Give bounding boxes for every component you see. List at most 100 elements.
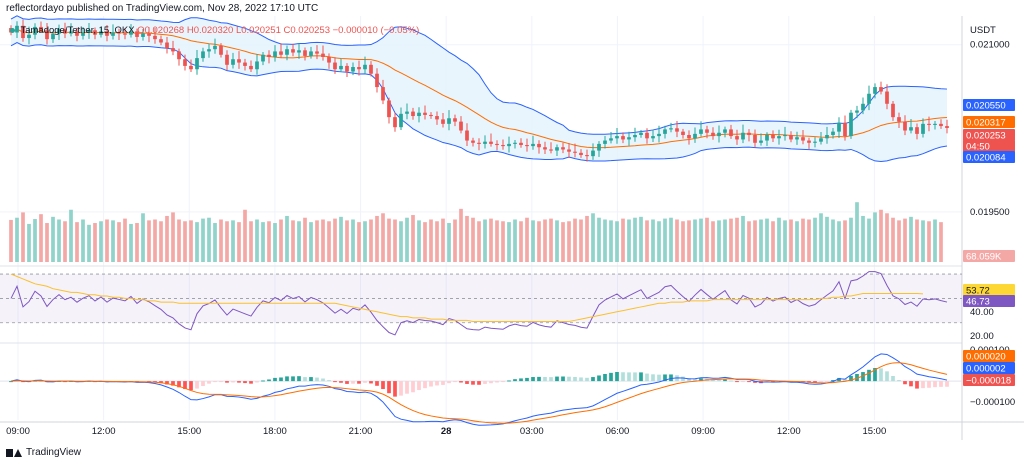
candle-body xyxy=(933,123,937,125)
macd-histogram-bar xyxy=(159,381,163,384)
footer: TradingView xyxy=(6,447,81,458)
time-axis-label: 15:00 xyxy=(862,426,886,437)
candle-body xyxy=(675,128,679,132)
volume-bar xyxy=(711,221,715,262)
volume-bar xyxy=(627,219,631,262)
volume-bar xyxy=(135,223,139,262)
volume-bar xyxy=(891,217,895,262)
volume-bar xyxy=(213,223,217,262)
candle-body xyxy=(873,87,877,94)
macd-histogram-bar xyxy=(315,377,319,382)
volume-bar xyxy=(447,223,451,262)
rsi-value-label-bg xyxy=(963,295,1015,307)
macd-histogram-bar xyxy=(519,378,523,382)
candle-body xyxy=(813,141,817,143)
candle-body xyxy=(843,122,847,137)
volume-bar xyxy=(93,223,97,262)
macd-histogram-bar xyxy=(291,376,295,382)
macd-histogram-bar xyxy=(585,377,589,382)
macd-histogram-bar xyxy=(609,372,613,382)
candle-body xyxy=(387,100,391,118)
candle-body xyxy=(639,132,643,135)
macd-histogram-bar xyxy=(255,381,259,383)
macd-histogram-bar xyxy=(723,379,727,382)
volume-bar xyxy=(261,222,265,262)
volume-bar xyxy=(483,219,487,262)
volume-bar xyxy=(615,221,619,262)
volume-bar xyxy=(459,208,463,262)
candle-body xyxy=(495,143,499,146)
candle-body xyxy=(237,59,241,63)
volume-bar xyxy=(63,221,67,262)
macd-histogram-bar xyxy=(597,375,601,382)
macd-histogram-bar xyxy=(825,381,829,383)
symbol-legend[interactable]: Tamadoge/Tether, 15, OKX O0.020268 H0.02… xyxy=(10,25,419,36)
ohlc-values: O0.020268 H0.020320 L0.020251 C0.020253 … xyxy=(137,25,420,36)
macd-histogram-bar xyxy=(399,381,403,396)
macd-histogram-bar xyxy=(219,381,223,383)
volume-bar xyxy=(903,218,907,262)
candle-body xyxy=(795,137,799,140)
publisher-caption: reflectordayo published on TradingView.c… xyxy=(6,3,319,14)
volume-bar xyxy=(453,219,457,262)
macd-histogram-bar xyxy=(657,374,661,382)
candle-body xyxy=(183,59,187,66)
volume-bar xyxy=(51,216,55,262)
candle-body xyxy=(669,128,673,130)
macd-histogram-bar xyxy=(267,379,271,382)
macd-signal-line xyxy=(10,362,948,424)
candle-body xyxy=(159,39,163,43)
rsi-value-label: 46.73 xyxy=(966,297,990,308)
macd-histogram-bar xyxy=(861,372,865,382)
volume-bar xyxy=(645,220,649,262)
volume-bar xyxy=(255,219,259,262)
candle-body xyxy=(663,129,667,134)
macd-histogram-bar xyxy=(651,374,655,382)
macd-histogram-bar xyxy=(213,381,217,383)
volume-bar xyxy=(369,219,373,262)
candle-body xyxy=(849,112,853,137)
candle-body xyxy=(369,64,373,74)
candle-body xyxy=(45,30,49,40)
volume-bar xyxy=(39,214,43,262)
time-axis-label: 09:00 xyxy=(6,426,30,437)
candle-body xyxy=(693,133,697,139)
volume-bar xyxy=(387,218,391,262)
volume-bar xyxy=(327,221,331,262)
candle-body xyxy=(279,51,283,55)
volume-bar xyxy=(489,218,493,262)
candle-body xyxy=(477,142,481,144)
macd-histogram-bar xyxy=(549,377,553,382)
macd-histogram-bar xyxy=(747,381,751,383)
candle-body xyxy=(261,54,265,62)
macd-histogram-bar xyxy=(543,376,547,382)
candle-body xyxy=(243,62,247,66)
macd-histogram-bar xyxy=(507,380,511,382)
candle-body xyxy=(555,147,559,151)
candle-body xyxy=(351,67,355,72)
macd-histogram-bar xyxy=(897,380,901,382)
volume-bar xyxy=(201,218,205,262)
candle-body xyxy=(711,132,715,137)
candle-body xyxy=(579,152,583,156)
candle-body xyxy=(273,51,277,57)
macd-histogram-bar xyxy=(927,381,931,388)
macd-histogram-bar xyxy=(645,373,649,382)
macd-histogram-bar xyxy=(489,381,493,384)
candle-body xyxy=(633,134,637,138)
macd-histogram-bar xyxy=(945,381,949,387)
volume-bar xyxy=(267,221,271,262)
macd-tick-label: −0.000100 xyxy=(970,397,1015,408)
macd-histogram-bar xyxy=(495,381,499,383)
macd-histogram-bar xyxy=(381,381,385,390)
macd-histogram-bar xyxy=(525,377,529,382)
time-axis-label: 15:00 xyxy=(177,426,201,437)
volume-bar xyxy=(21,212,25,262)
macd-histogram-bar xyxy=(669,374,673,382)
volume-bar xyxy=(351,219,355,262)
candle-body xyxy=(939,123,943,127)
candle-body xyxy=(657,133,661,137)
volume-bar xyxy=(81,219,85,262)
volume-bar xyxy=(333,218,337,262)
